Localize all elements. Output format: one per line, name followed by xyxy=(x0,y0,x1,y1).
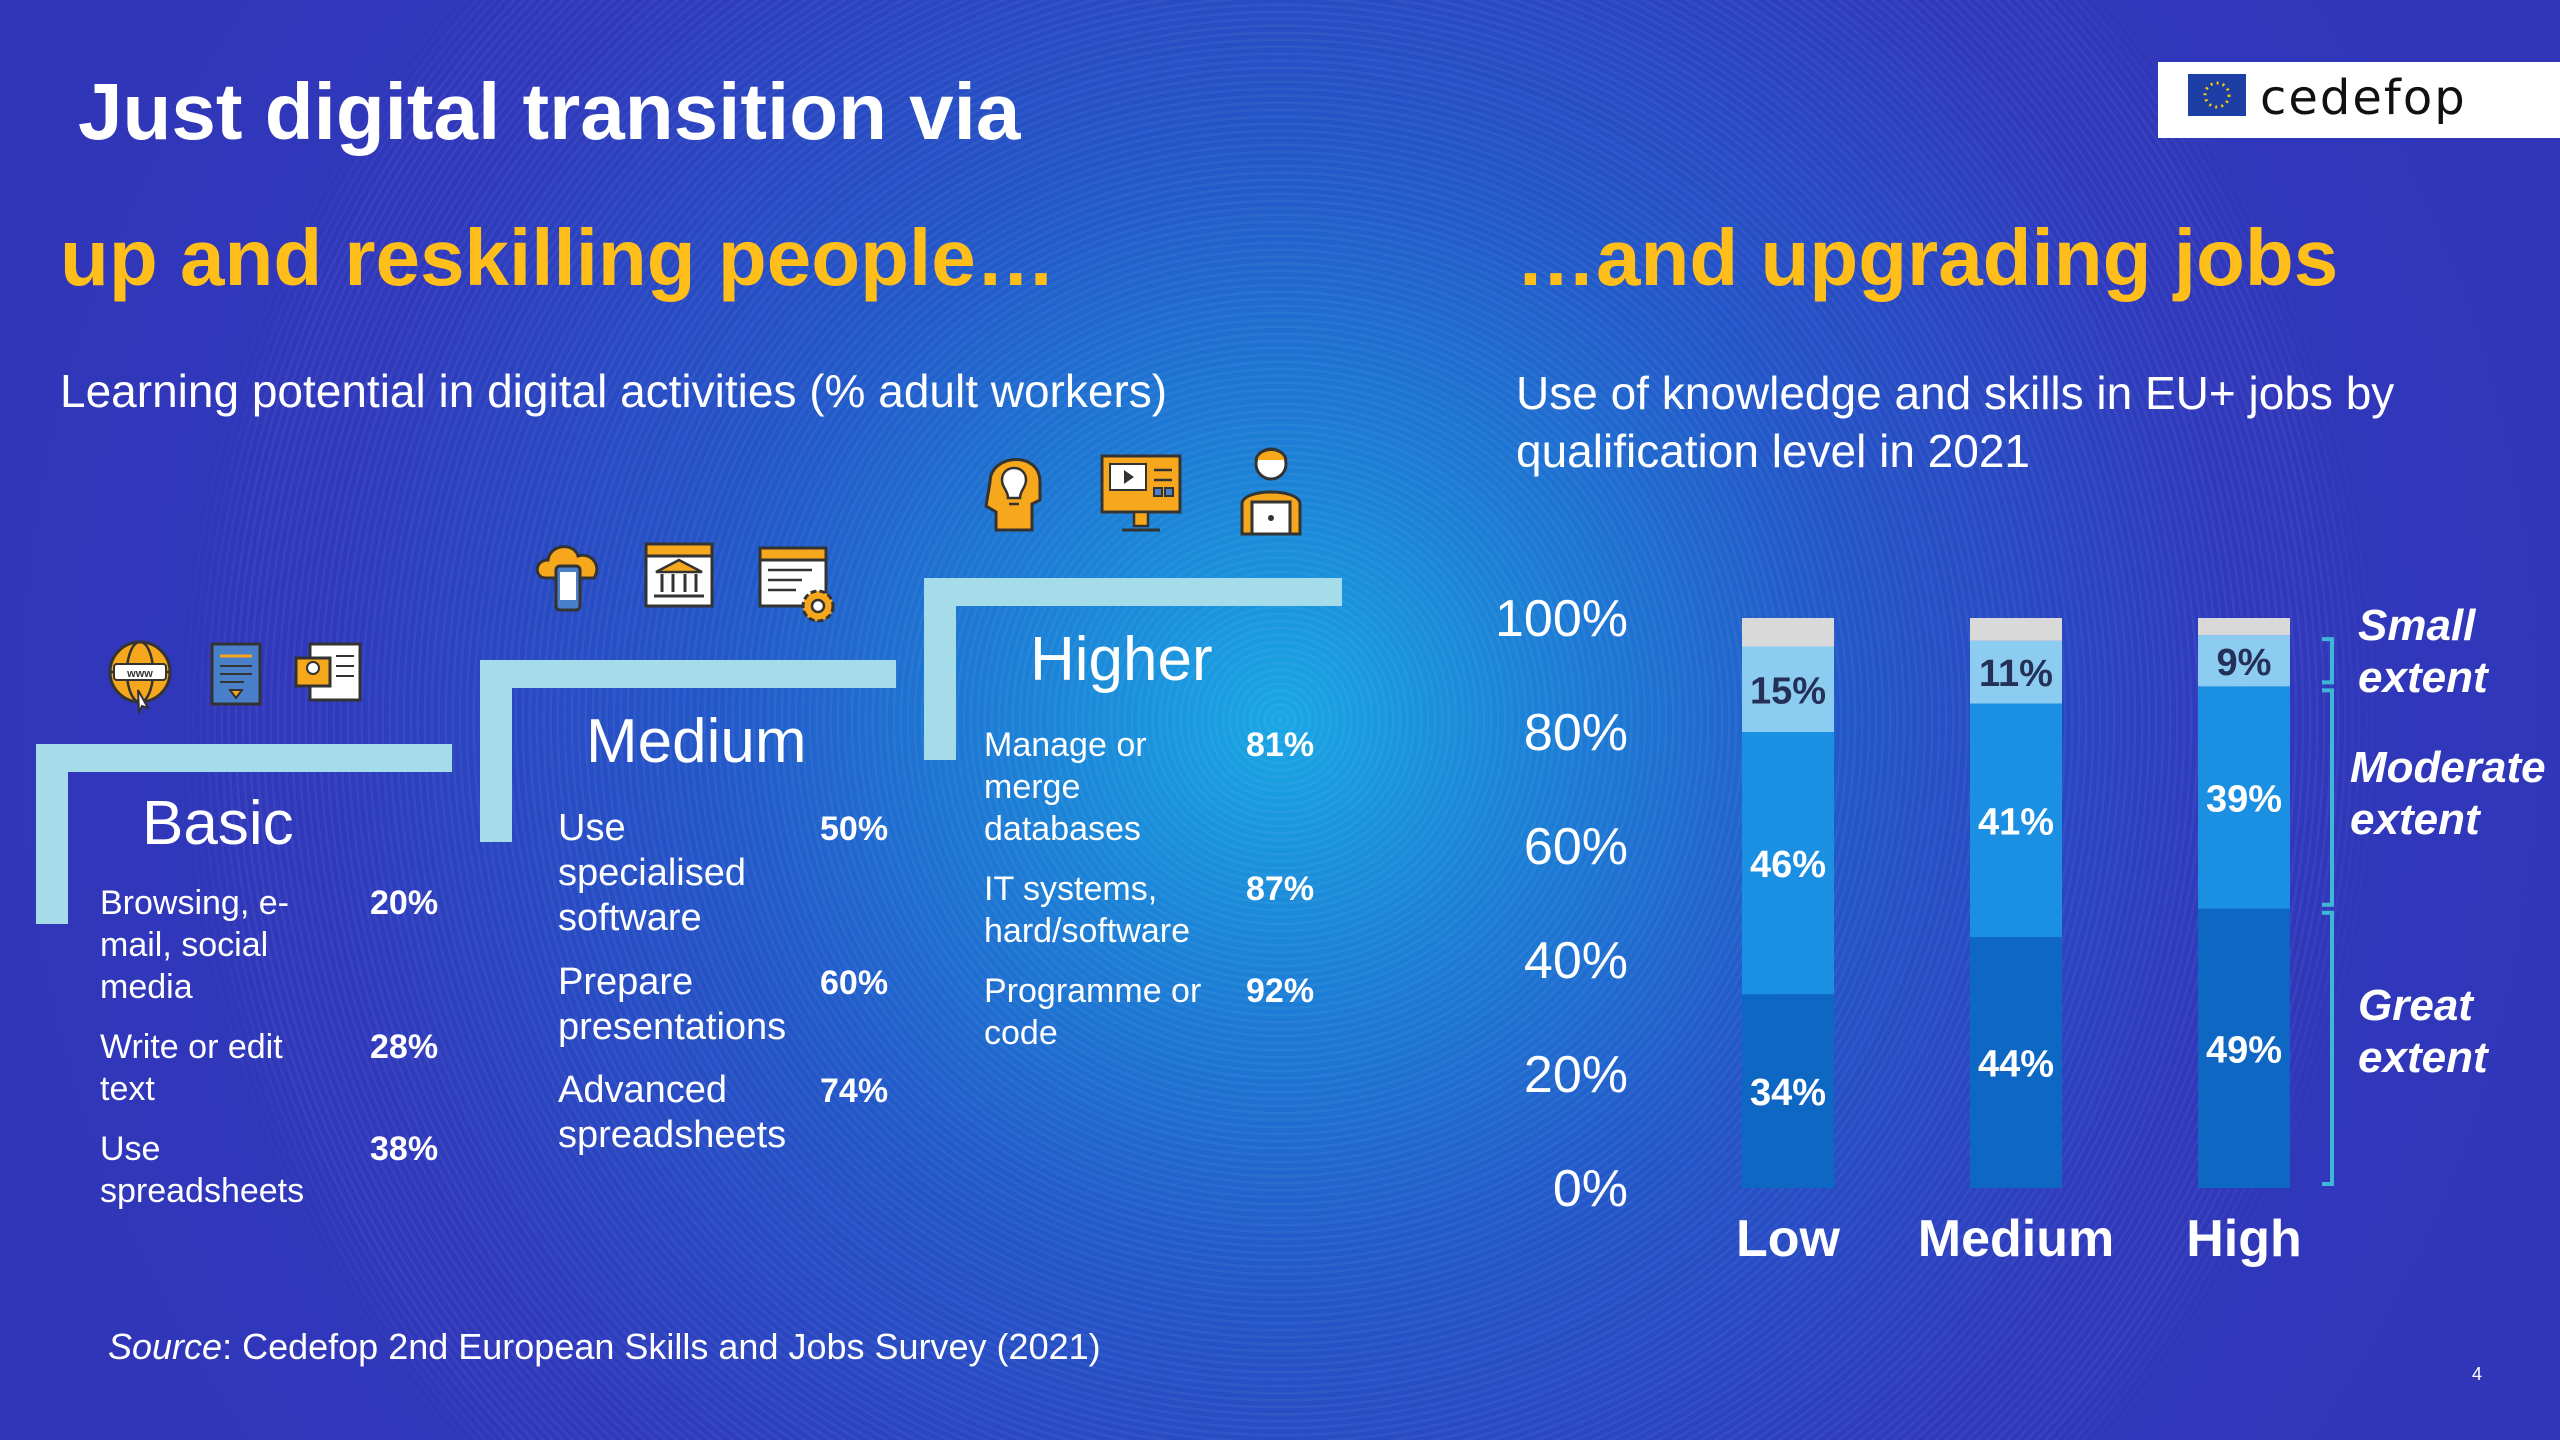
activity-pct: 20% xyxy=(370,884,439,922)
stair-basic-top xyxy=(36,744,452,772)
data-label: 46% xyxy=(1750,844,1826,886)
activity-pct: 60% xyxy=(820,964,889,1002)
y-tick-label: 60% xyxy=(1524,818,1628,876)
monitor-video-icon xyxy=(1098,452,1184,541)
ai-head-icon xyxy=(976,440,1054,541)
step-title-higher: Higher xyxy=(1030,625,1213,694)
y-tick-label: 0% xyxy=(1553,1160,1628,1218)
cedefop-logo: cedefop xyxy=(2158,62,2560,138)
source-prefix: Source xyxy=(108,1326,223,1367)
activity-pct: 81% xyxy=(1246,726,1315,764)
programmer-icon xyxy=(1232,442,1310,545)
data-label: 9% xyxy=(2217,642,2272,684)
bar-segment xyxy=(1742,618,1834,647)
right-subtitle: Use of knowledge and skills in EU+ jobs … xyxy=(1516,367,2395,477)
document-list-icon xyxy=(208,640,264,713)
bank-browser-icon xyxy=(642,540,716,615)
bar-segment xyxy=(1970,640,2062,704)
legend-label: Moderate xyxy=(2350,743,2546,792)
title-line-2: up and reskilling people… xyxy=(60,213,1056,302)
category-label: Medium xyxy=(1918,1210,2114,1268)
step-title-medium: Medium xyxy=(586,707,807,776)
data-label: 11% xyxy=(1979,653,2053,695)
activity-label: Prepare presentations xyxy=(558,961,787,1048)
activity-label: Manage or merge databases xyxy=(984,726,1147,848)
source-note: Source: Cedefop 2nd European Skills and … xyxy=(108,1326,1101,1368)
activity-label: Browsing, e-mail, social media xyxy=(100,884,289,1006)
activity-pct: 38% xyxy=(370,1130,439,1168)
data-label: 15% xyxy=(1750,670,1826,712)
bar-segment xyxy=(1970,618,2062,641)
data-label: 39% xyxy=(2206,779,2282,821)
bar-segment xyxy=(2198,908,2290,1188)
activity-label: Advanced spreadsheets xyxy=(558,1069,787,1156)
activity-pct: 92% xyxy=(1246,972,1315,1010)
bar-segment xyxy=(1970,703,2062,938)
page-number: 4 xyxy=(2472,1364,2483,1384)
globe-www-icon: www xyxy=(104,638,176,719)
web-settings-icon xyxy=(756,544,840,633)
activity-label: Use spreadsheets xyxy=(100,1130,305,1210)
y-tick-label: 40% xyxy=(1524,932,1628,990)
data-label: 34% xyxy=(1750,1072,1826,1114)
bar-segment xyxy=(2198,618,2290,636)
legend-bracket xyxy=(2322,910,2334,1186)
data-label: 41% xyxy=(1978,801,2054,843)
logo-text: cedefop xyxy=(2260,70,2467,126)
stair-medium-top xyxy=(480,660,896,688)
stacked-bar-chart: 0% 20% 40% 60% 80% 100% 34% 46% 15% Low 44% 41% 11% M… xyxy=(1495,590,2546,1268)
cloud-phone-icon xyxy=(532,536,608,621)
category-label: High xyxy=(2186,1210,2302,1268)
id-card-icon xyxy=(292,640,364,709)
activity-label: Write or edit text xyxy=(100,1028,283,1108)
stair-basic-side xyxy=(36,744,68,924)
data-label: 49% xyxy=(2206,1029,2282,1071)
y-tick-label: 80% xyxy=(1524,704,1628,762)
stair-higher-top xyxy=(924,578,1342,606)
bar-segment xyxy=(2198,686,2290,909)
legend-label: extent xyxy=(2350,795,2482,844)
activity-label: Use specialised software xyxy=(558,807,746,939)
activity-pct: 74% xyxy=(820,1072,889,1110)
y-tick-label: 100% xyxy=(1495,590,1628,648)
category-label: Low xyxy=(1736,1210,1841,1268)
bar-segment xyxy=(2198,635,2290,687)
legend-bracket xyxy=(2322,688,2334,907)
activity-pct: 87% xyxy=(1246,870,1315,908)
legend-label: Great xyxy=(2358,981,2475,1030)
legend-bracket xyxy=(2322,637,2334,685)
source-text: : Cedefop 2nd European Skills and Jobs S… xyxy=(222,1326,1101,1367)
title-right: …and upgrading jobs xyxy=(1516,213,2339,302)
bar-segment xyxy=(1970,937,2062,1188)
svg-text:www: www xyxy=(126,668,153,680)
data-label: 44% xyxy=(1978,1044,2054,1086)
activity-label: Programme or code xyxy=(984,972,1202,1052)
bar-segment xyxy=(1742,994,1834,1188)
stair-medium-side xyxy=(480,660,512,842)
title-line-1: Just digital transition via xyxy=(78,67,1021,156)
activity-label: IT systems, hard/software xyxy=(984,870,1190,950)
bar-segment xyxy=(1742,732,1834,995)
activity-pct: 28% xyxy=(370,1028,439,1066)
stair-higher-side xyxy=(924,578,956,760)
legend-label: extent xyxy=(2358,1033,2490,1082)
eu-flag-icon xyxy=(2188,74,2246,116)
step-title-basic: Basic xyxy=(142,789,294,858)
legend-label: extent xyxy=(2358,653,2490,702)
left-subtitle: Learning potential in digital activities… xyxy=(60,365,1168,417)
bar-segment xyxy=(1742,646,1834,732)
activity-pct: 50% xyxy=(820,810,889,848)
y-tick-label: 20% xyxy=(1524,1046,1628,1104)
legend-label: Small xyxy=(2358,601,2476,650)
